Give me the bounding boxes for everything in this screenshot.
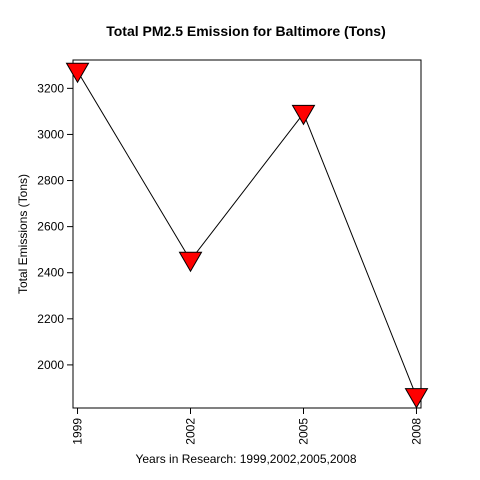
x-tick-label: 1999 [71, 418, 85, 445]
x-axis: 1999 2002 2005 2008 [71, 408, 423, 445]
x-tick-label: 2002 [184, 418, 198, 445]
y-tick-label: 2400 [37, 266, 64, 280]
y-tick-label: 3000 [37, 127, 64, 141]
series-line [77, 70, 417, 397]
series-layer [65, 62, 429, 409]
y-axis: 2000 2200 2400 2600 2800 3000 3200 [37, 81, 73, 372]
y-tick-label: 2000 [37, 358, 64, 372]
data-point-marker [178, 251, 203, 273]
x-tick-label: 2005 [296, 418, 310, 445]
chart-title: Total PM2.5 Emission for Baltimore (Tons… [106, 23, 386, 39]
y-tick-label: 2600 [37, 220, 64, 234]
y-axis-label: Total Emissions (Tons) [16, 174, 30, 294]
y-tick-label: 3200 [37, 81, 64, 95]
y-tick-label: 2200 [37, 312, 64, 326]
x-axis-label: Years in Research: 1999,2002,2005,2008 [135, 452, 356, 466]
y-tick-label: 2800 [37, 174, 64, 188]
x-tick-label: 2008 [409, 418, 423, 445]
plot-area-frame [72, 59, 422, 409]
data-point-marker [404, 388, 429, 409]
data-point-marker [291, 104, 316, 126]
data-point-marker [65, 62, 90, 84]
